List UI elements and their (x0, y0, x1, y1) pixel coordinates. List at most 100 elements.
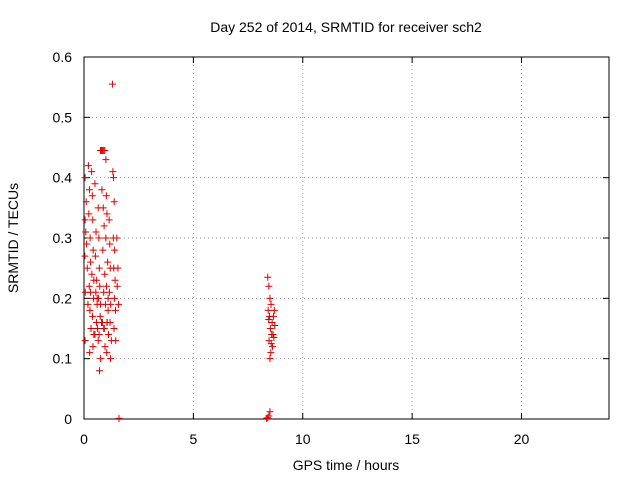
x-tick-label: 5 (189, 431, 197, 447)
data-point (99, 204, 107, 212)
data-point (83, 264, 91, 272)
data-point (85, 210, 93, 218)
data-point (103, 349, 111, 357)
plot-frame (83, 56, 610, 420)
data-point (92, 228, 100, 236)
data-point (87, 288, 95, 296)
data-point (112, 306, 119, 314)
data-point (264, 306, 272, 314)
data-point (89, 216, 97, 224)
data-point (265, 282, 273, 290)
data-point (266, 408, 274, 416)
data-point (113, 282, 121, 290)
data-point (91, 252, 99, 260)
data-point (110, 294, 118, 302)
data-point (101, 343, 109, 351)
data-point (97, 355, 105, 363)
data-point (104, 306, 112, 314)
data-point (112, 337, 120, 345)
data-points (81, 80, 279, 422)
data-point (81, 252, 89, 260)
data-point (86, 349, 94, 357)
data-point (81, 337, 89, 345)
data-point (270, 306, 278, 314)
data-point (84, 300, 92, 308)
data-point (87, 258, 95, 266)
data-point (94, 325, 102, 332)
data-point (88, 168, 96, 176)
data-point (264, 273, 272, 281)
data-point (109, 168, 117, 176)
x-tick-label: 20 (514, 431, 530, 447)
data-point (91, 331, 99, 339)
y-tick-label: 0.4 (53, 170, 73, 186)
data-point (106, 355, 114, 363)
data-point (102, 234, 110, 242)
data-point (81, 174, 89, 182)
data-point (113, 234, 121, 242)
data-point (104, 294, 112, 302)
data-point (265, 315, 273, 323)
data-point (266, 355, 274, 363)
data-point (95, 264, 103, 272)
data-point (101, 270, 109, 278)
data-point (90, 276, 98, 284)
data-point (110, 174, 118, 182)
x-tick-label: 10 (295, 431, 311, 447)
data-point (88, 270, 96, 278)
data-point (110, 325, 118, 332)
data-point (100, 222, 108, 230)
x-tick-label: 0 (80, 431, 88, 447)
data-point (86, 234, 94, 242)
data-point (265, 412, 273, 420)
data-point (271, 321, 279, 329)
data-point (269, 343, 277, 351)
data-point (111, 246, 119, 254)
data-point (264, 414, 272, 422)
x-tick-label: 15 (404, 431, 420, 447)
data-point (110, 198, 118, 206)
data-point (87, 325, 95, 332)
y-tick-label: 0.1 (53, 351, 73, 367)
data-point (85, 186, 93, 194)
data-point (106, 240, 114, 248)
grid-lines (84, 57, 609, 419)
data-point (96, 367, 104, 375)
data-point (269, 312, 277, 320)
y-tick-label: 0.6 (53, 49, 73, 65)
data-point (83, 240, 91, 248)
axis-ticks: 0 0.1 0.2 0.3 0.4 0.5 0.6 0 5 10 15 20 (53, 49, 609, 447)
data-point (104, 258, 112, 266)
data-point (89, 246, 97, 254)
y-tick-label: 0 (64, 411, 72, 427)
data-point (89, 312, 97, 320)
data-point (267, 349, 275, 357)
x-axis-label: GPS time / hours (293, 457, 400, 473)
y-axis-label: SRMTID / TECUs (5, 183, 21, 293)
data-point (105, 216, 113, 224)
data-point (100, 325, 108, 332)
data-point (267, 300, 275, 308)
data-point (266, 325, 274, 332)
data-point (81, 216, 89, 224)
data-point (93, 294, 101, 302)
data-point (94, 337, 102, 345)
data-point (89, 343, 97, 351)
data-point (85, 282, 93, 290)
data-point (267, 340, 275, 348)
data-point (269, 331, 277, 339)
data-point (96, 312, 104, 320)
data-point (115, 414, 123, 422)
data-point (86, 306, 94, 314)
data-point (98, 186, 106, 194)
data-point (101, 147, 109, 155)
data-point (82, 228, 90, 236)
data-point (84, 162, 92, 170)
data-point (270, 334, 278, 342)
chart-title: Day 252 of 2014, SRMTID for receiver sch… (210, 19, 482, 35)
data-point (98, 318, 105, 326)
data-point (99, 246, 107, 254)
y-tick-label: 0.2 (53, 290, 73, 306)
data-point (105, 331, 112, 339)
